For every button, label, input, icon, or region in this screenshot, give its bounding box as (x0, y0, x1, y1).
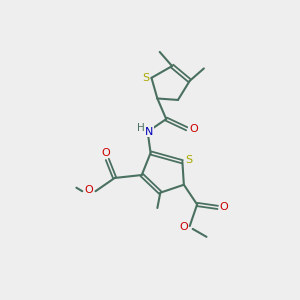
Text: O: O (179, 222, 188, 233)
Text: N: N (145, 127, 153, 137)
Text: O: O (85, 185, 93, 195)
Text: O: O (220, 202, 229, 212)
Text: S: S (142, 73, 150, 83)
Text: H: H (137, 123, 145, 133)
Text: O: O (189, 124, 198, 134)
Text: S: S (185, 155, 192, 165)
Text: O: O (101, 148, 110, 158)
